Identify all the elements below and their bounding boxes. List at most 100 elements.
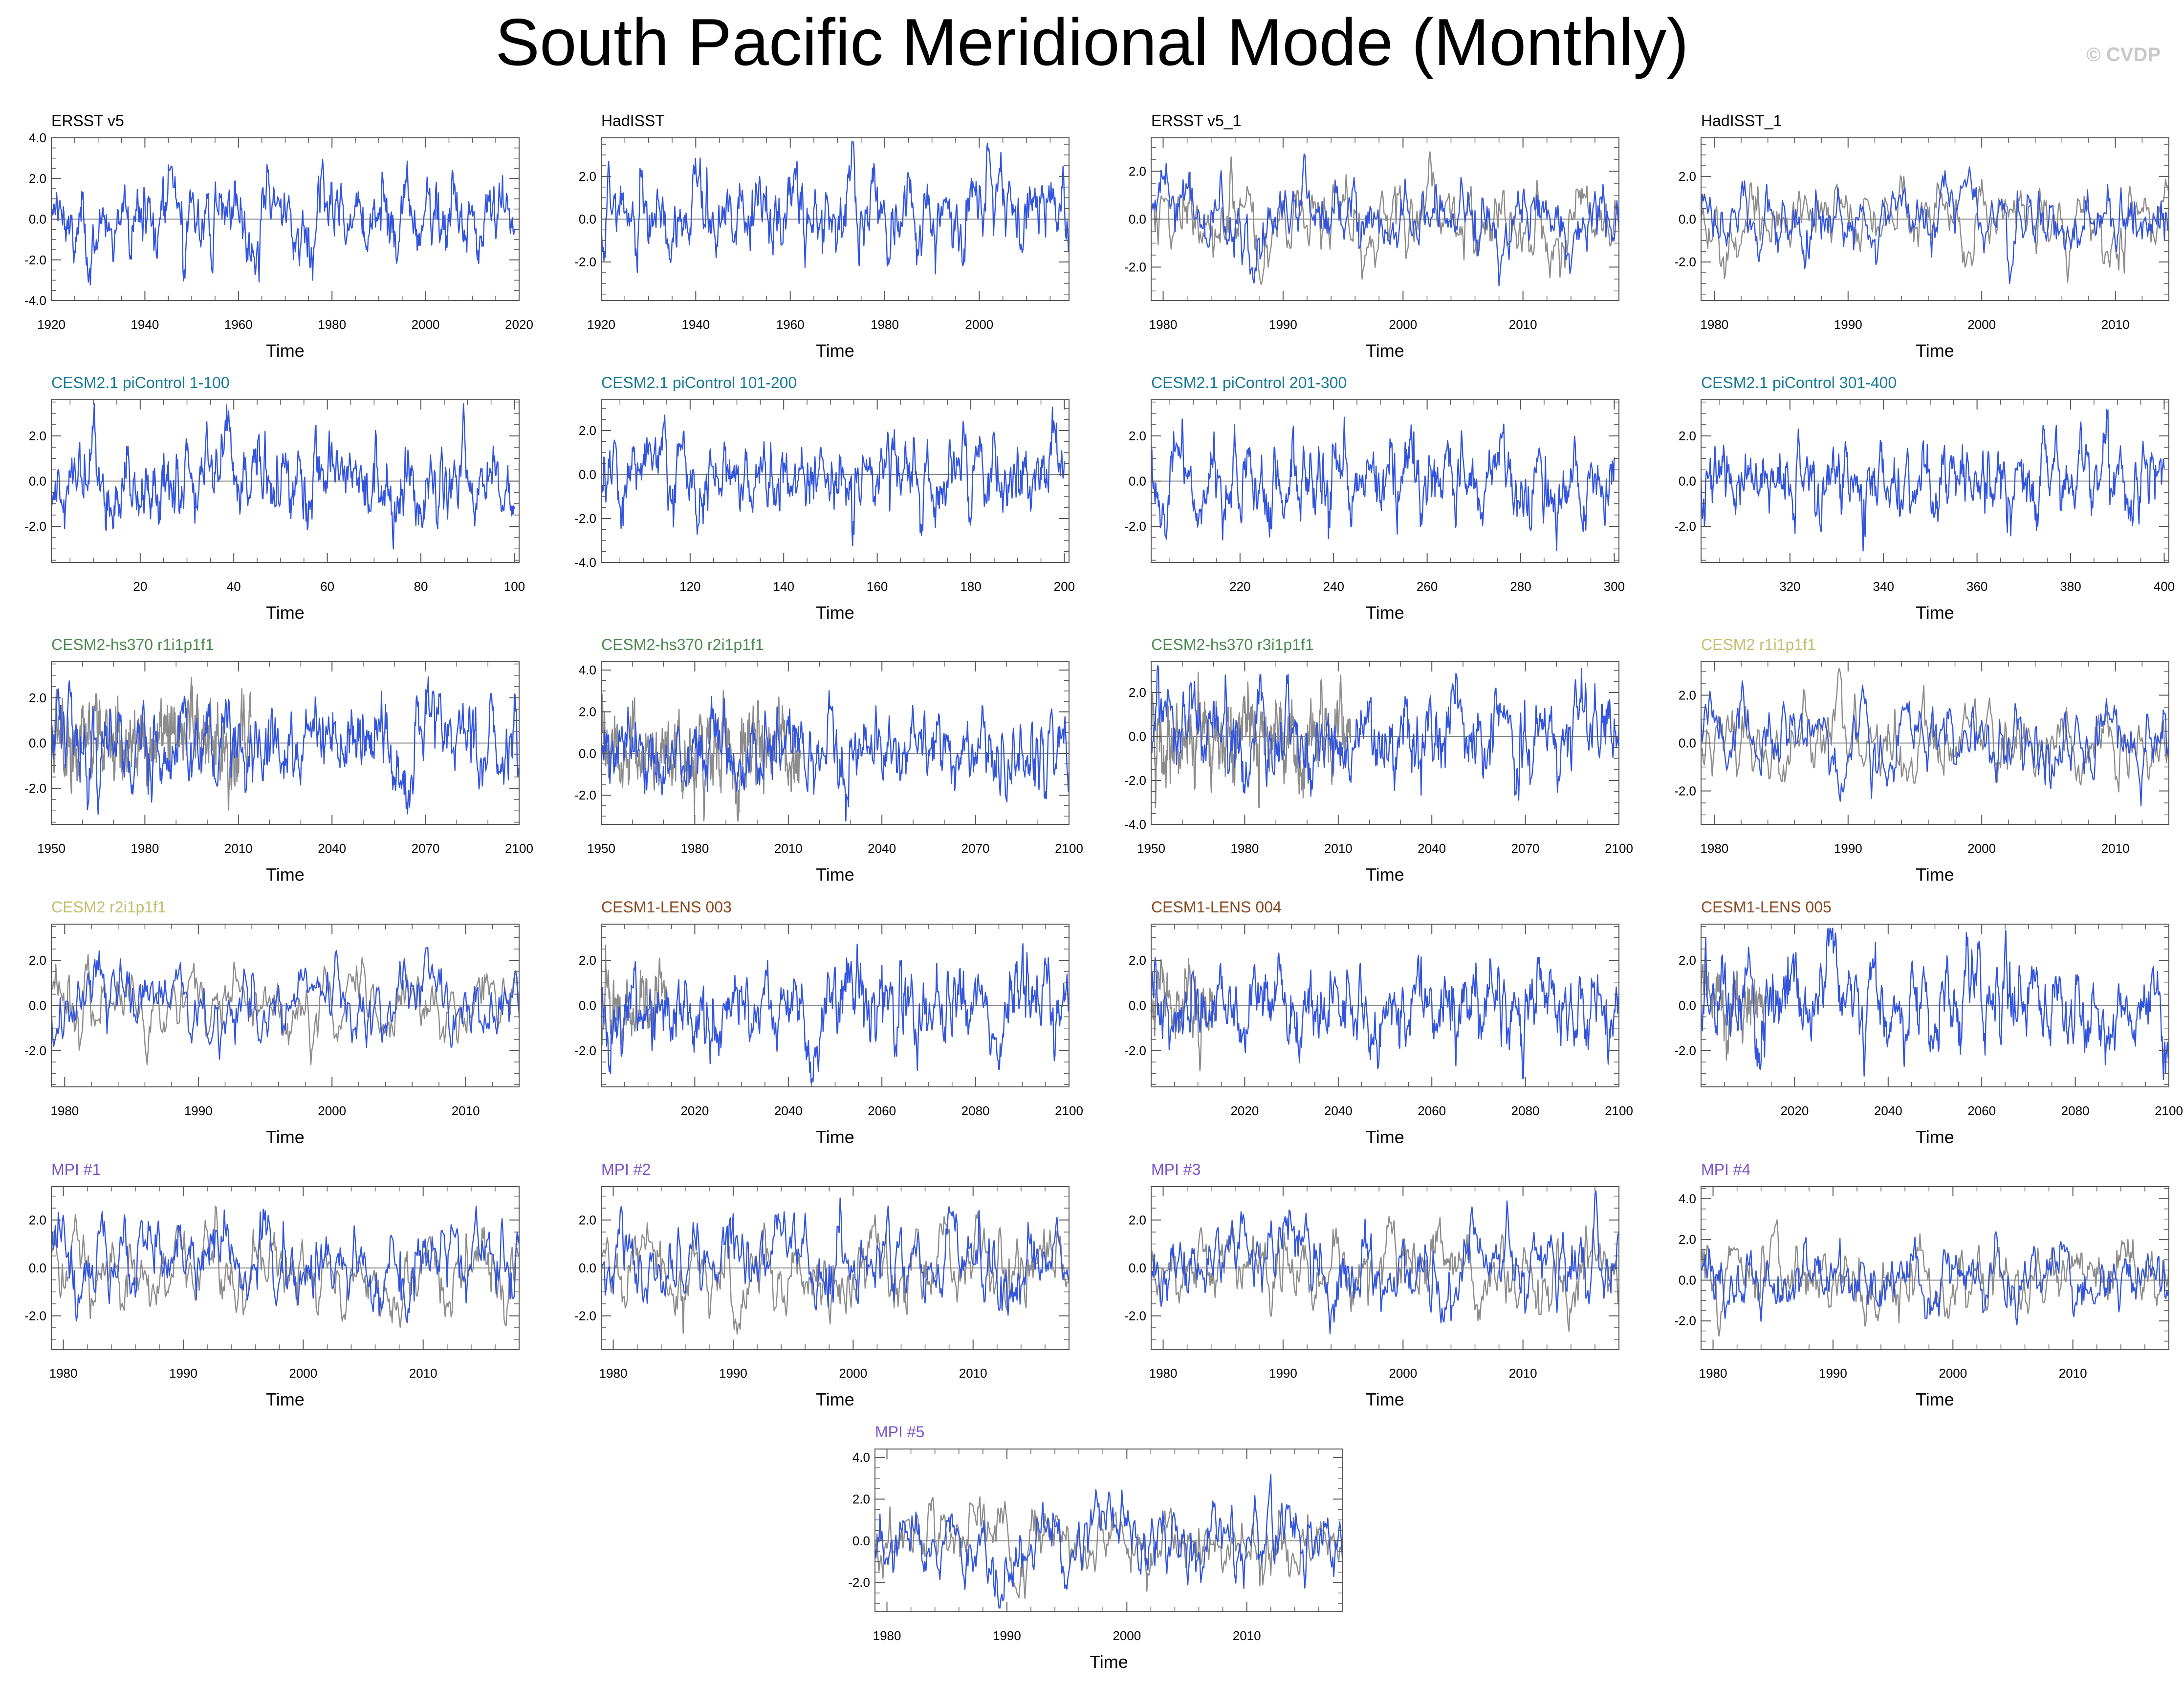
panel-title: CESM2.1 piControl 101-200 (601, 374, 797, 391)
x-axis-label: Time (1916, 865, 1954, 885)
x-tick-label: 80 (414, 579, 428, 594)
y-tick-label: -2.0 (1124, 1308, 1146, 1323)
panel-title: MPI #4 (1701, 1161, 1750, 1178)
x-tick-label: 220 (1229, 579, 1250, 594)
y-tick-label: -2.0 (24, 781, 46, 796)
chart-panel: CESM2 r1i1p1f1 1980 1990 2000 2010 -2.0 0.0 2.0… (1674, 636, 2170, 885)
observation-series-line (1700, 175, 2170, 283)
chart-panel: HadISST_1 1980 1990 2000 2010 -2.0 0.0 2.0 Time (1674, 112, 2170, 361)
model-series-line (1150, 1190, 1620, 1335)
y-tick-label: -4.0 (1124, 817, 1146, 832)
chart-panel: CESM2 r2i1p1f1 1980 1990 2000 2010 -2.0 0.0 2.0… (24, 898, 520, 1147)
chart-panel: CESM2.1 piControl 101-200 120 140 160 180 200… (574, 374, 1075, 623)
x-axis-label: Time (816, 341, 854, 361)
x-tick-label: 2070 (412, 841, 440, 856)
y-tick-label: -2.0 (1124, 260, 1146, 274)
x-tick-label: 2020 (505, 317, 533, 332)
x-tick-label: 1980 (50, 1103, 79, 1118)
x-tick-label: 2000 (1939, 1366, 1967, 1381)
y-tick-label: 2.0 (29, 171, 46, 186)
chart-panel: ERSST v5 1920 1940 1960 1980 2000 2020 -4.0 -2.0… (24, 112, 533, 361)
x-tick-label: 2000 (412, 317, 440, 332)
x-axis-label: Time (266, 603, 305, 623)
x-tick-label: 2100 (1605, 1103, 1633, 1118)
x-tick-label: 1980 (131, 841, 159, 856)
x-tick-label: 1920 (37, 317, 66, 332)
x-tick-label: 1990 (169, 1366, 197, 1381)
plot-frame (1151, 661, 1619, 825)
chart-panel: CESM2.1 piControl 201-300 220 240 260 280 300… (1124, 374, 1625, 623)
x-tick-label: 1990 (184, 1103, 213, 1118)
panel-title: CESM2-hs370 r3i1p1f1 (1151, 636, 1314, 653)
x-tick-label: 160 (867, 579, 888, 594)
x-tick-label: 2000 (1389, 1366, 1417, 1381)
x-tick-label: 1940 (131, 317, 159, 332)
y-tick-label: -2.0 (24, 253, 46, 267)
y-tick-label: 2.0 (1679, 1232, 1696, 1247)
y-tick-label: -2.0 (1124, 1043, 1146, 1058)
x-tick-label: 1990 (993, 1628, 1021, 1643)
x-tick-label: 2080 (961, 1103, 990, 1118)
x-axis-label: Time (266, 1127, 305, 1147)
y-tick-label: -2.0 (574, 788, 596, 802)
y-tick-label: 2.0 (1679, 953, 1696, 968)
x-tick-label: 1990 (1269, 317, 1297, 332)
y-tick-label: 2.0 (579, 423, 596, 438)
y-tick-label: 0.0 (579, 998, 596, 1013)
x-tick-label: 1920 (587, 317, 615, 332)
panel-title: MPI #5 (875, 1423, 924, 1441)
chart-panel: MPI #2 1980 1990 2000 2010 -2.0 0.0 2.0 Time (574, 1161, 1070, 1409)
model-series-line (50, 403, 515, 550)
x-tick-label: 2010 (774, 841, 803, 856)
x-tick-label: 1990 (1834, 841, 1862, 856)
y-tick-label: 0.0 (579, 746, 596, 761)
model-series-line (50, 947, 520, 1060)
panel-title: CESM1-LENS 003 (601, 898, 732, 916)
x-tick-label: 2080 (1511, 1103, 1540, 1118)
x-tick-label: 300 (1604, 579, 1625, 594)
y-tick-label: -2.0 (1674, 1314, 1696, 1328)
x-tick-label: 340 (1873, 579, 1894, 594)
x-axis-label: Time (1366, 341, 1404, 361)
observation-series-line (51, 954, 520, 1065)
x-tick-label: 2100 (505, 841, 533, 856)
observation-series-line (50, 1205, 520, 1328)
panel-title: HadISST_1 (1701, 112, 1782, 130)
x-tick-label: 1980 (1149, 317, 1178, 332)
x-tick-label: 120 (679, 579, 700, 594)
x-tick-label: 100 (504, 579, 525, 594)
x-tick-label: 2000 (839, 1366, 867, 1381)
y-tick-label: 0.0 (29, 1261, 46, 1276)
panel-title: CESM2.1 piControl 301-400 (1701, 374, 1897, 391)
x-tick-label: 2010 (2101, 841, 2130, 856)
x-tick-label: 2010 (959, 1366, 987, 1381)
y-tick-label: 0.0 (1679, 212, 1696, 227)
x-tick-label: 2020 (680, 1103, 709, 1118)
panel-title: CESM2-hs370 r1i1p1f1 (51, 636, 214, 653)
y-tick-label: -2.0 (1124, 773, 1146, 788)
x-tick-label: 2000 (1967, 317, 1996, 332)
x-tick-label: 1940 (681, 317, 710, 332)
observation-series-line (1700, 1219, 2170, 1337)
y-tick-label: -2.0 (1674, 255, 1696, 269)
x-tick-label: 1950 (37, 841, 66, 856)
x-tick-label: 1980 (318, 317, 346, 332)
panel-title: CESM2-hs370 r2i1p1f1 (601, 636, 764, 653)
x-tick-label: 140 (773, 579, 794, 594)
y-tick-label: 4.0 (852, 1450, 870, 1465)
x-tick-label: 2000 (1389, 317, 1417, 332)
y-tick-label: 0.0 (1129, 212, 1146, 227)
x-axis-label: Time (1916, 1389, 1954, 1409)
observation-series-line (600, 944, 668, 1046)
x-tick-label: 1990 (1269, 1366, 1297, 1381)
x-tick-label: 2100 (1605, 841, 1633, 856)
model-series-line (600, 141, 1070, 275)
x-axis-label: Time (1366, 603, 1404, 623)
cvdp-watermark: © CVDP (2086, 44, 2161, 65)
y-tick-label: -2.0 (1674, 1043, 1696, 1058)
model-series-line (1150, 416, 1615, 552)
chart-panel: MPI #1 1980 1990 2000 2010 -2.0 0.0 2.0 Time (24, 1161, 520, 1409)
y-tick-label: 2.0 (1129, 164, 1146, 179)
model-series-line (600, 1197, 1070, 1316)
panel-title: ERSST v5 (51, 112, 124, 130)
